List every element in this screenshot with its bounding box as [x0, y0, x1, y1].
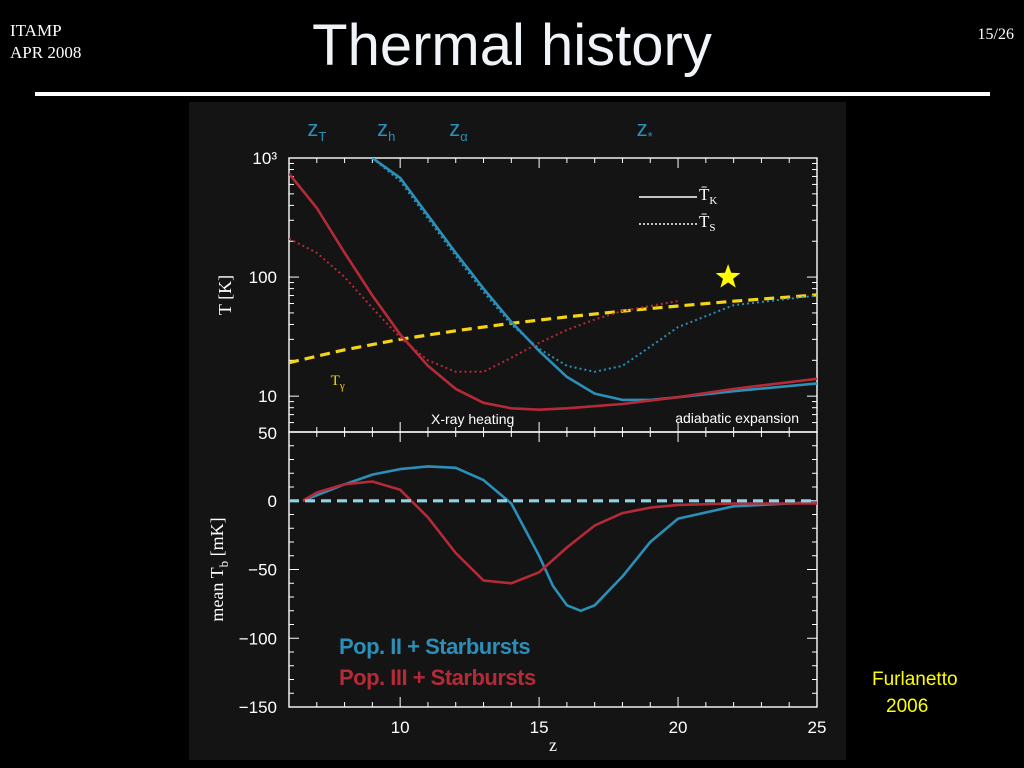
chart-figure: 10 15 20 25 z 10 100 10³ 50 T [K] 0 −50 −100 −150 mean… — [189, 102, 846, 760]
x-tick-label: 20 — [669, 718, 688, 737]
tgamma-label: Tγ — [331, 373, 345, 392]
conference-label: ITAMP — [10, 21, 62, 40]
star-marker — [715, 264, 741, 288]
credit-year: 2006 — [886, 696, 929, 717]
legend-label: T̄S — [699, 212, 716, 234]
redshift-marker: zT — [307, 116, 326, 144]
redshift-marker: zh — [377, 116, 395, 144]
top-series-line-4 — [289, 237, 679, 373]
top-series-line-3 — [289, 172, 817, 412]
annotation-adiabatic-expansion: adiabatic expansion — [675, 410, 799, 426]
top-series-line-0 — [289, 293, 817, 365]
x-tick-label: 10 — [391, 718, 410, 737]
page-number: 15/26 — [977, 26, 1014, 43]
bottom-series-line-1 — [302, 480, 817, 585]
top-series-line-1 — [371, 158, 817, 402]
legend-label: T̄K — [699, 185, 717, 207]
bottom-series-line-0 — [302, 465, 817, 613]
series-legend-label: Pop. II + Starbursts — [339, 634, 530, 659]
x-tick-label: 15 — [530, 718, 549, 737]
bottom-y-tick-label: −150 — [239, 698, 277, 717]
date-label: APR 2008 — [10, 43, 82, 62]
top-y-tick-label: 50 — [258, 424, 277, 443]
redshift-marker: zα — [449, 116, 468, 144]
bottom-y-tick-label: −100 — [239, 629, 277, 648]
thermal-history-chart: 10 15 20 25 z 10 100 10³ 50 T [K] 0 −50 −100 −150 mean… — [207, 116, 827, 755]
title-divider — [35, 92, 990, 96]
redshift-marker: z* — [637, 116, 653, 144]
annotation-xray-heating: X-ray heating — [431, 411, 514, 427]
bottom-y-tick-label: −50 — [248, 561, 277, 580]
credit-author: Furlanetto — [872, 669, 958, 690]
series-legend-label: Pop. III + Starbursts — [339, 665, 536, 690]
top-y-tick-label: 10 — [258, 387, 277, 406]
top-y-axis-label: T [K] — [215, 275, 235, 315]
credit: Furlanetto 2006 — [872, 666, 958, 720]
x-tick-label: 25 — [808, 718, 827, 737]
top-y-tick-label: 10³ — [252, 149, 277, 168]
bottom-y-axis-label: mean Tb [mK] — [207, 517, 231, 621]
top-series-line-2 — [371, 158, 817, 373]
x-axis-label: z — [549, 735, 557, 755]
slide-title: Thermal history — [312, 13, 712, 78]
slide-header-left: ITAMP APR 2008 — [10, 20, 81, 64]
bottom-y-tick-label: 0 — [268, 492, 277, 511]
top-y-tick-label: 100 — [249, 268, 277, 287]
